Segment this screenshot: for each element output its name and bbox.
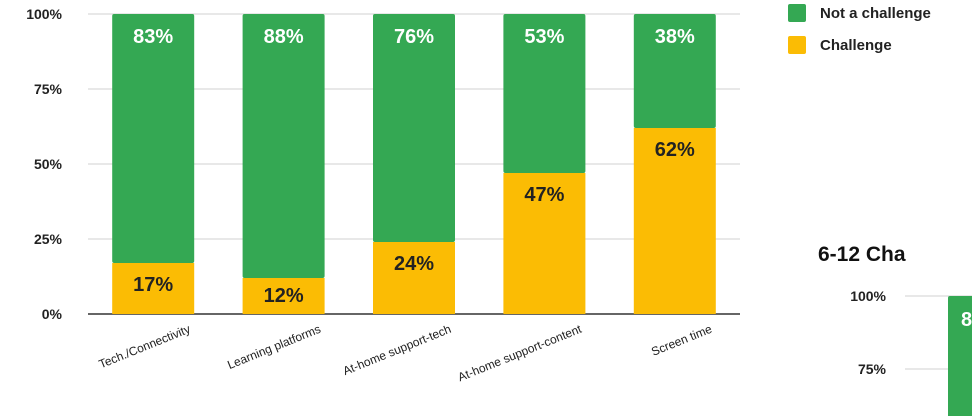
data-label-challenge: 12% [264, 285, 304, 307]
second-chart-title: 6-12 Cha [818, 243, 906, 266]
y-tick-label: 100% [850, 288, 886, 304]
bar-not-challenge [242, 14, 325, 278]
bar-challenge [633, 128, 716, 314]
legend: Not a challenge Challenge [788, 4, 931, 68]
x-tick-label: Screen time [649, 322, 714, 359]
data-label-challenge: 47% [524, 184, 564, 206]
y-tick-label: 75% [858, 361, 887, 377]
y-tick-label: 0% [42, 306, 63, 322]
bar-not-challenge [948, 296, 972, 416]
data-label-not-challenge: 53% [524, 26, 564, 48]
x-tick-label: At-home support-content [456, 322, 584, 385]
x-tick-label: Tech./Connectivity [97, 322, 193, 371]
y-tick-label: 100% [26, 6, 62, 22]
data-label-not-challenge: 38% [655, 26, 695, 48]
bar-challenge [373, 242, 455, 314]
bar-challenge [242, 278, 325, 314]
y-tick-label: 50% [34, 156, 63, 172]
y-tick-label: 25% [34, 231, 63, 247]
legend-label: Challenge [820, 36, 892, 54]
legend-item-challenge: Challenge [788, 36, 931, 54]
data-label-challenge: 24% [394, 253, 434, 275]
data-label-not-challenge: 76% [394, 26, 434, 48]
legend-label: Not a challenge [820, 4, 931, 22]
data-label-challenge: 62% [655, 139, 695, 161]
y-tick-label: 75% [34, 81, 63, 97]
data-label-not-challenge: 8 [961, 309, 972, 331]
bar-challenge [503, 173, 586, 314]
legend-swatch-yellow [788, 36, 806, 54]
legend-item-not-challenge: Not a challenge [788, 4, 931, 22]
data-label-challenge: 17% [133, 274, 173, 296]
bar-challenge [112, 263, 195, 314]
legend-swatch-green [788, 4, 806, 22]
data-label-not-challenge: 88% [264, 26, 304, 48]
x-tick-label: At-home support-tech [341, 322, 453, 378]
bar-not-challenge [112, 14, 195, 263]
bar-not-challenge [633, 14, 716, 128]
data-label-not-challenge: 83% [133, 26, 173, 48]
x-tick-label: Learning platforms [225, 322, 322, 372]
bar-not-challenge [503, 14, 586, 173]
bar-not-challenge [373, 14, 455, 242]
